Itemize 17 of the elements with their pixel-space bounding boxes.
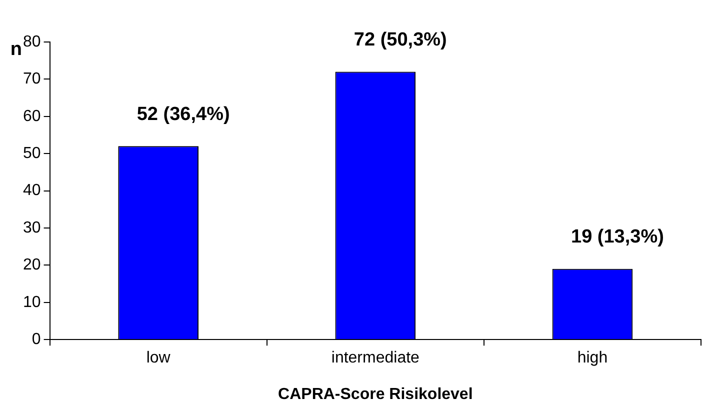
y-tick-label: 20 — [23, 256, 41, 274]
y-tick-label: 40 — [23, 182, 41, 200]
y-tick-label: 80 — [23, 33, 41, 50]
y-tick-label: 60 — [23, 108, 41, 125]
y-tick-label: 0 — [32, 331, 41, 348]
data-label: 19 (13,3%) — [570, 226, 664, 248]
x-tick-label: high — [577, 350, 608, 367]
data-label: 52 (36,4%) — [136, 104, 230, 125]
x-axis-title: CAPRA-Score Risikolevel — [278, 386, 473, 403]
y-tick-label: 70 — [23, 70, 41, 88]
data-label: 72 (50,3%) — [354, 29, 447, 50]
y-tick-label: 50 — [23, 145, 41, 162]
x-tick-label: intermediate — [331, 350, 420, 367]
y-tick-label: 30 — [23, 219, 41, 236]
y-tick-label: 10 — [23, 294, 41, 311]
x-tick-label: low — [146, 350, 171, 367]
y-axis-title: n — [10, 39, 22, 60]
